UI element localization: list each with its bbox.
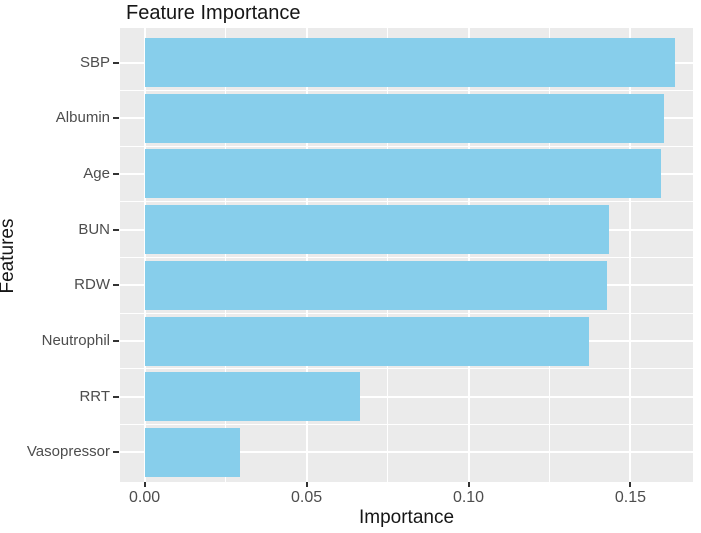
- y-tick-label: Age: [83, 164, 110, 182]
- y-axis-title: Features: [0, 218, 18, 294]
- x-tick-label: 0.10: [452, 489, 485, 506]
- gridline-y-minor: [120, 312, 693, 314]
- bar-vasopressor: [144, 427, 241, 477]
- x-tick-mark: [629, 482, 632, 487]
- y-tick-label: Neutrophil: [41, 332, 110, 350]
- y-tick-mark: [113, 284, 119, 287]
- gridline-x-minor: [549, 28, 550, 482]
- y-tick-mark: [113, 451, 119, 454]
- y-tick-mark: [113, 172, 119, 175]
- gridline-y-major: [120, 395, 693, 398]
- gridline-y-minor: [120, 424, 693, 426]
- plot-panel: [120, 28, 693, 482]
- chart-title: Feature Importance: [126, 2, 301, 24]
- y-tick-mark: [113, 117, 119, 120]
- y-tick-label: RDW: [74, 276, 110, 294]
- x-tick-label: 0.15: [614, 489, 647, 506]
- bar-neutrophil: [144, 316, 590, 366]
- gridline-y-minor: [120, 89, 693, 91]
- y-tick-mark: [113, 228, 119, 231]
- y-tick-label: SBP: [79, 53, 110, 71]
- x-tick-mark: [143, 482, 146, 487]
- gridline-x-major: [629, 28, 632, 482]
- gridline-y-minor: [120, 256, 693, 258]
- gridline-x-major: [467, 28, 470, 482]
- gridline-y-minor: [120, 368, 693, 370]
- bar-bun: [144, 205, 610, 255]
- gridline-y-minor: [120, 201, 693, 203]
- y-tick-label: RRT: [79, 387, 110, 405]
- x-tick-mark: [305, 482, 308, 487]
- gridline-y-minor: [120, 145, 693, 147]
- x-tick-label: 0.05: [290, 489, 323, 506]
- x-tick-label: 0.00: [129, 489, 161, 506]
- gridline-x-major: [143, 28, 146, 482]
- y-tick-mark: [113, 395, 119, 398]
- gridline-x-major: [305, 28, 308, 482]
- x-tick-mark: [467, 482, 470, 487]
- y-tick-label: Albumin: [55, 109, 110, 127]
- gridline-x-minor: [387, 28, 389, 482]
- bar-sbp: [144, 38, 675, 87]
- y-tick-mark: [113, 61, 119, 64]
- bar-age: [144, 149, 661, 199]
- y-tick-label: Vasopressor: [26, 443, 110, 461]
- gridline-y-major: [120, 451, 693, 454]
- bar-albumin: [144, 93, 665, 143]
- gridline-x-minor: [225, 28, 227, 482]
- y-tick-label: BUN: [78, 220, 110, 238]
- x-axis-title: Importance: [358, 507, 455, 528]
- bar-rrt: [144, 372, 360, 422]
- y-tick-mark: [113, 340, 119, 343]
- bar-rdw: [144, 260, 607, 310]
